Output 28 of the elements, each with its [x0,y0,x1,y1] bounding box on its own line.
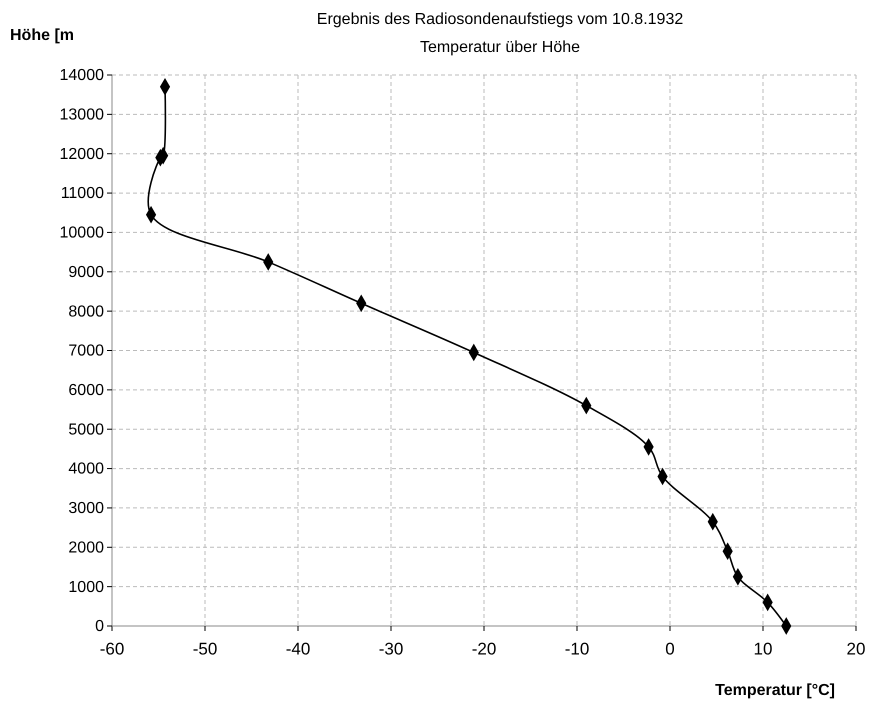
y-tick-label: 2000 [68,539,104,556]
x-tick-label: 10 [754,639,772,658]
y-tick-label: 9000 [68,264,104,281]
y-tick-label: 4000 [68,460,104,478]
chart-subtitle: Temperatur über Höhe [420,39,580,56]
y-tick-label: 13000 [60,106,104,124]
y-tick-label: 5000 [68,421,104,438]
y-tick-label: 0 [95,618,104,636]
y-tick-label: 14000 [60,67,104,84]
x-tick-label: -60 [100,639,124,658]
x-tick-label: -40 [286,639,310,658]
y-tick-label: 10000 [60,224,104,242]
x-tick-label: -50 [192,639,218,658]
x-tick-label: 20 [846,639,866,658]
x-tick-label: -20 [472,639,496,658]
x-tick-label: -10 [564,639,590,658]
y-tick-label: 7000 [68,342,104,360]
x-tick-label: -30 [378,639,404,658]
x-tick-label: 0 [665,639,675,658]
y-tick-label: 8000 [68,303,104,320]
y-tick-label: 1000 [68,578,104,596]
y-tick-label: 11000 [60,185,104,202]
chart-title: Ergebnis des Radiosondenaufstiegs vom 10.8.1932 [316,11,684,28]
y-axis-title: Höhe [m [10,27,74,44]
x-axis-title: Temperatur [°C] [715,682,835,699]
y-tick-label: 6000 [68,382,104,399]
y-tick-label: 12000 [60,146,104,163]
y-tick-label: 3000 [68,500,104,518]
